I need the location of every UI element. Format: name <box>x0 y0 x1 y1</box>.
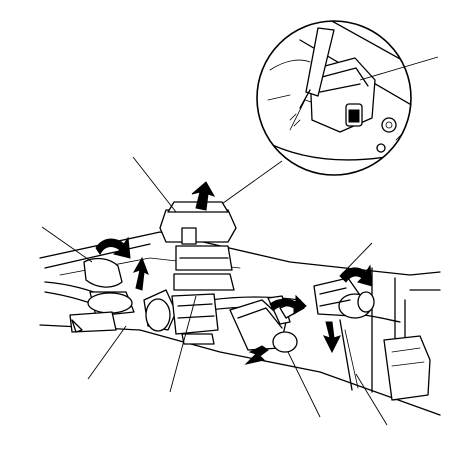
arrow-down-left <box>244 345 269 365</box>
arrow-left-curved <box>95 236 131 259</box>
leader-right-connector <box>339 242 373 277</box>
callout-leaders <box>41 56 439 426</box>
leader-far-right <box>355 373 388 426</box>
harness-bracket <box>39 231 441 416</box>
leader-left-connector <box>41 226 93 263</box>
leader-detail-top-right <box>359 56 439 81</box>
middle-connector <box>143 289 219 345</box>
leader-lower-left <box>87 325 127 380</box>
leader-lower-middle <box>169 295 197 393</box>
left-connector <box>69 257 135 333</box>
magnifier-leader <box>211 160 283 212</box>
arrow-left-vertical <box>132 256 149 291</box>
arrow-right-middle <box>269 294 307 315</box>
leader-lower-right <box>287 351 321 418</box>
arrow-right-curved <box>339 264 373 287</box>
arrow-down-right <box>323 321 341 354</box>
upper-clip <box>159 201 237 291</box>
detail-magnifier <box>256 20 412 176</box>
leader-upper-clip <box>132 156 177 213</box>
movement-arrows <box>95 181 373 365</box>
right-connector <box>313 277 375 319</box>
arrow-up-clip <box>191 181 216 211</box>
